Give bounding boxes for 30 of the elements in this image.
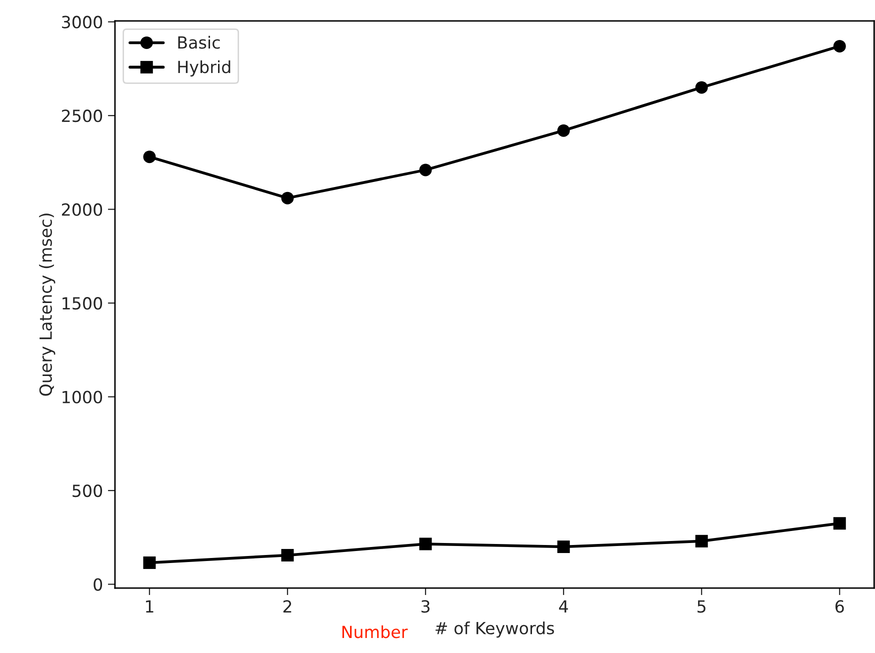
text: Number	[342, 625, 408, 638]
legend-label: Basic	[178, 36, 220, 49]
y-tick-label: 0	[94, 578, 102, 591]
point	[419, 164, 432, 176]
x-tick-label: 3	[422, 600, 430, 613]
point	[143, 556, 156, 569]
point	[557, 540, 570, 554]
point	[419, 538, 432, 550]
point	[833, 517, 846, 530]
y-tick-label: 2000	[62, 203, 102, 216]
x-tick-label: 6	[835, 600, 844, 613]
y-tick-label: 3000	[62, 16, 102, 28]
point	[281, 548, 294, 562]
y-axis-title: Query Latency (msec)	[39, 214, 56, 396]
y-tick-label: 2500	[62, 110, 102, 122]
point	[557, 124, 570, 137]
point	[695, 534, 708, 548]
x-tick-label: 1	[146, 600, 154, 612]
x-tick-label: 4	[559, 600, 568, 612]
y-tick-label: 1000	[62, 390, 102, 404]
point	[833, 40, 846, 52]
point	[143, 150, 156, 164]
y-tick-label: 1500	[62, 297, 102, 310]
x-tick-label: 2	[283, 600, 292, 612]
y-tick-label: 500	[72, 484, 102, 498]
x-axis-title: # of Keywords	[436, 622, 554, 638]
legend-label: Hybrid	[178, 60, 230, 76]
point	[695, 81, 708, 94]
point	[281, 192, 294, 204]
x-tick-label: 5	[698, 600, 706, 613]
